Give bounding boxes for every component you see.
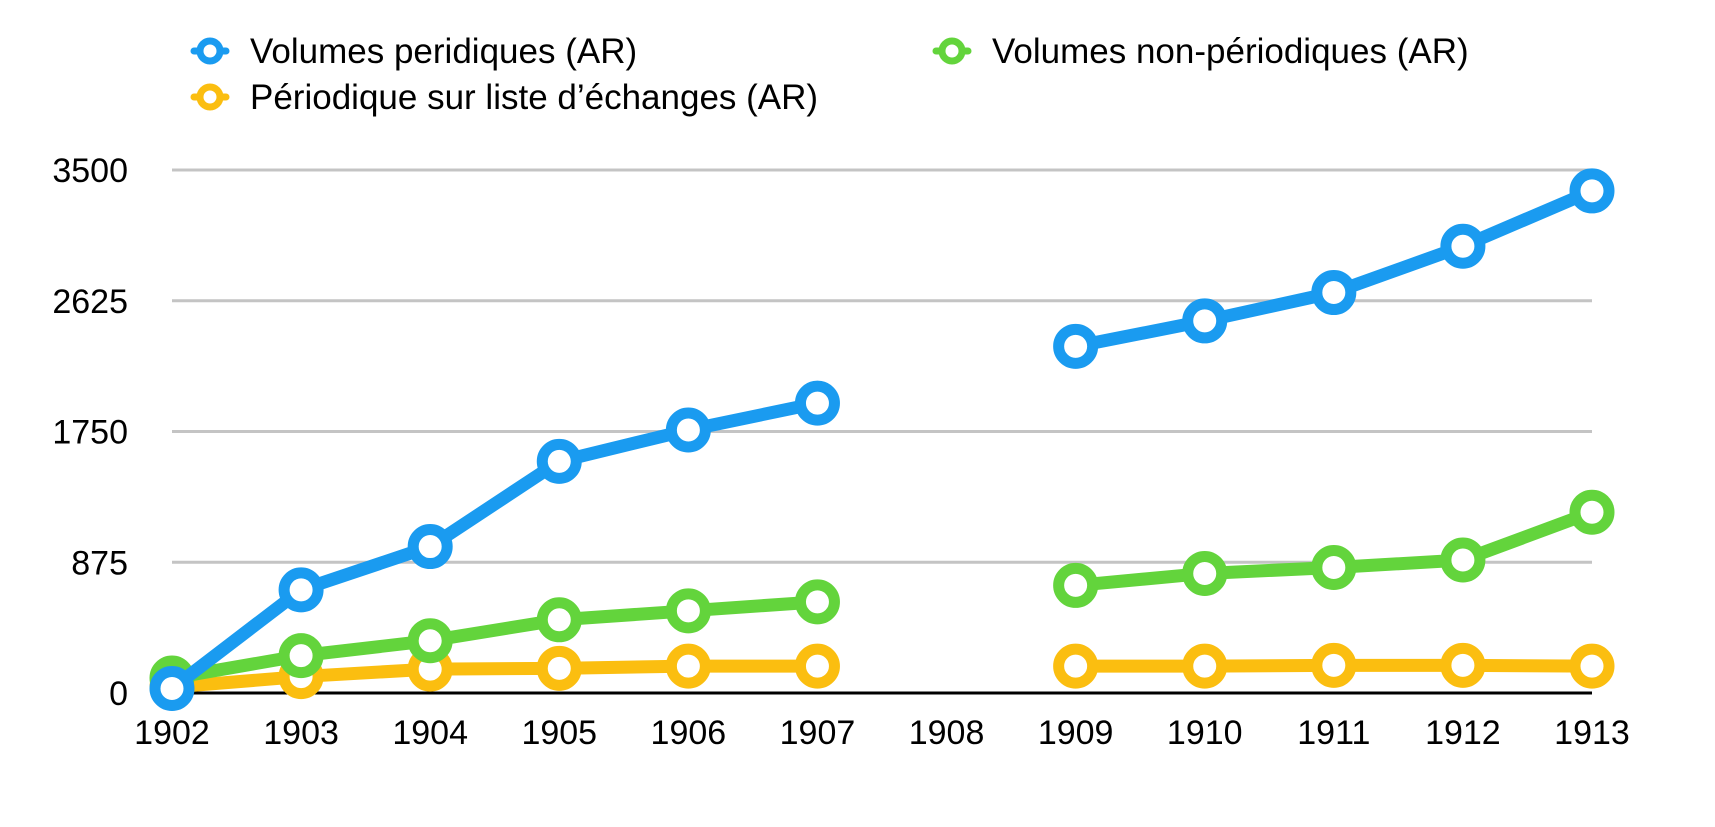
data-point [407,524,453,570]
data-point [278,567,324,613]
data-point [1182,298,1228,344]
legend-swatch-marker [196,37,224,65]
y-tick-label: 3500 [52,152,128,190]
series-line [165,659,824,694]
x-axis-tick-labels: 1902 1903 1904 1905 1906 1907 1908 1909 1910 1911… [134,714,1630,752]
data-point [1053,323,1099,369]
x-tick-label: 1905 [521,714,597,752]
data-point [1311,270,1357,316]
data-point [665,407,711,453]
legend-label: Volumes non-périodiques (AR) [992,32,1469,71]
data-point [536,645,582,691]
data-point [794,643,840,689]
legend-label: Volumes peridiques (AR) [250,32,637,71]
series-line [165,396,824,696]
data-point [536,438,582,484]
y-tick-label: 2625 [52,283,128,321]
data-point [536,597,582,643]
x-tick-label: 1911 [1297,714,1370,752]
data-point [1182,550,1228,596]
data-point [1311,544,1357,590]
series-layer [149,168,1615,712]
data-point [1053,643,1099,689]
x-tick-label: 1913 [1554,714,1630,752]
data-point [407,618,453,664]
y-tick-label: 0 [109,675,128,713]
data-point [1569,489,1615,535]
legend-label: Périodique sur liste d’échanges (AR) [250,78,818,117]
gridlines [172,168,1592,564]
data-point [1569,643,1615,689]
x-tick-label: 1902 [134,714,210,752]
x-tick-label: 1907 [780,714,856,752]
data-point [1569,168,1615,214]
data-point [1440,537,1486,583]
data-point [1311,642,1357,688]
y-axis-tick-labels: 0 875 1750 2625 3500 [52,152,128,713]
data-point [1053,562,1099,608]
data-point [665,588,711,634]
data-point [794,380,840,426]
data-point [1182,643,1228,689]
legend-swatch-marker [938,37,966,65]
legend-swatch-marker [196,83,224,111]
x-tick-label: 1910 [1167,714,1243,752]
x-tick-label: 1908 [909,714,985,752]
data-point [1440,223,1486,269]
y-tick-label: 1750 [52,414,128,452]
data-point [794,579,840,625]
series-line [1069,184,1599,353]
data-point [278,633,324,679]
x-tick-label: 1912 [1425,714,1501,752]
series-3 [149,642,1615,710]
x-tick-label: 1909 [1038,714,1114,752]
x-tick-label: 1903 [263,714,339,752]
legend: Volumes peridiques (AR) Volumes non-pério… [190,32,1469,117]
data-point [665,643,711,689]
legend-item: Volumes peridiques (AR) [190,32,637,71]
y-tick-label: 875 [71,544,128,582]
series-1 [149,168,1615,712]
legend-item: Périodique sur liste d’échanges (AR) [190,78,818,117]
data-point [1440,642,1486,688]
x-tick-label: 1906 [651,714,727,752]
data-point [149,666,195,712]
x-tick-label: 1904 [392,714,468,752]
legend-item: Volumes non-périodiques (AR) [932,32,1469,71]
